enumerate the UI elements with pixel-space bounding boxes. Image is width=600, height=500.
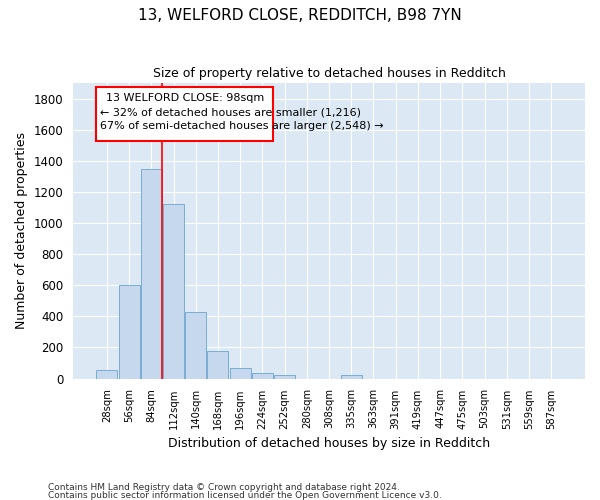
Y-axis label: Number of detached properties: Number of detached properties — [15, 132, 28, 330]
Bar — [119, 285, 140, 378]
Title: Size of property relative to detached houses in Redditch: Size of property relative to detached ho… — [152, 68, 505, 80]
X-axis label: Distribution of detached houses by size in Redditch: Distribution of detached houses by size … — [168, 437, 490, 450]
FancyBboxPatch shape — [96, 87, 274, 141]
Bar — [230, 368, 251, 378]
Bar — [185, 312, 206, 378]
Text: 13, WELFORD CLOSE, REDDITCH, B98 7YN: 13, WELFORD CLOSE, REDDITCH, B98 7YN — [138, 8, 462, 22]
Bar — [141, 170, 162, 378]
Bar — [274, 376, 295, 378]
Bar — [208, 352, 229, 378]
Text: Contains HM Land Registry data © Crown copyright and database right 2024.: Contains HM Land Registry data © Crown c… — [48, 484, 400, 492]
Text: 13 WELFORD CLOSE: 98sqm: 13 WELFORD CLOSE: 98sqm — [106, 93, 264, 103]
Text: ← 32% of detached houses are smaller (1,216): ← 32% of detached houses are smaller (1,… — [100, 107, 361, 117]
Bar — [96, 370, 118, 378]
Text: 67% of semi-detached houses are larger (2,548) →: 67% of semi-detached houses are larger (… — [100, 121, 383, 131]
Bar — [341, 376, 362, 378]
Text: Contains public sector information licensed under the Open Government Licence v3: Contains public sector information licen… — [48, 491, 442, 500]
Bar — [252, 373, 273, 378]
Bar — [163, 204, 184, 378]
